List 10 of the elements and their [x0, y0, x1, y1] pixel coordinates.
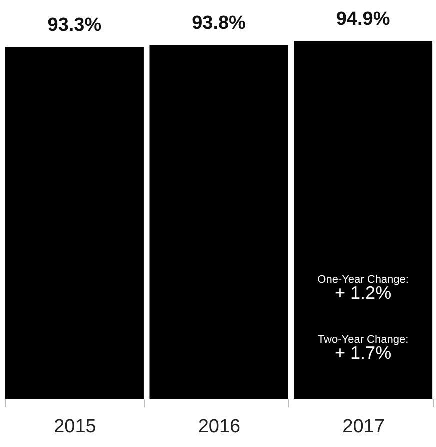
x-tick-label: 2017 [342, 416, 385, 438]
annotation: + 1.7% [335, 343, 392, 363]
data-label: 93.8% [192, 13, 246, 34]
annotation: One-Year Change: [318, 274, 409, 286]
x-tick-label: 2015 [54, 416, 96, 438]
data-label: 93.3% [48, 15, 102, 36]
data-label: 94.9% [336, 9, 390, 30]
annotation: Two-Year Change: [318, 334, 409, 346]
annotation: + 1.2% [335, 283, 392, 303]
x-tick-label: 2016 [198, 416, 241, 438]
